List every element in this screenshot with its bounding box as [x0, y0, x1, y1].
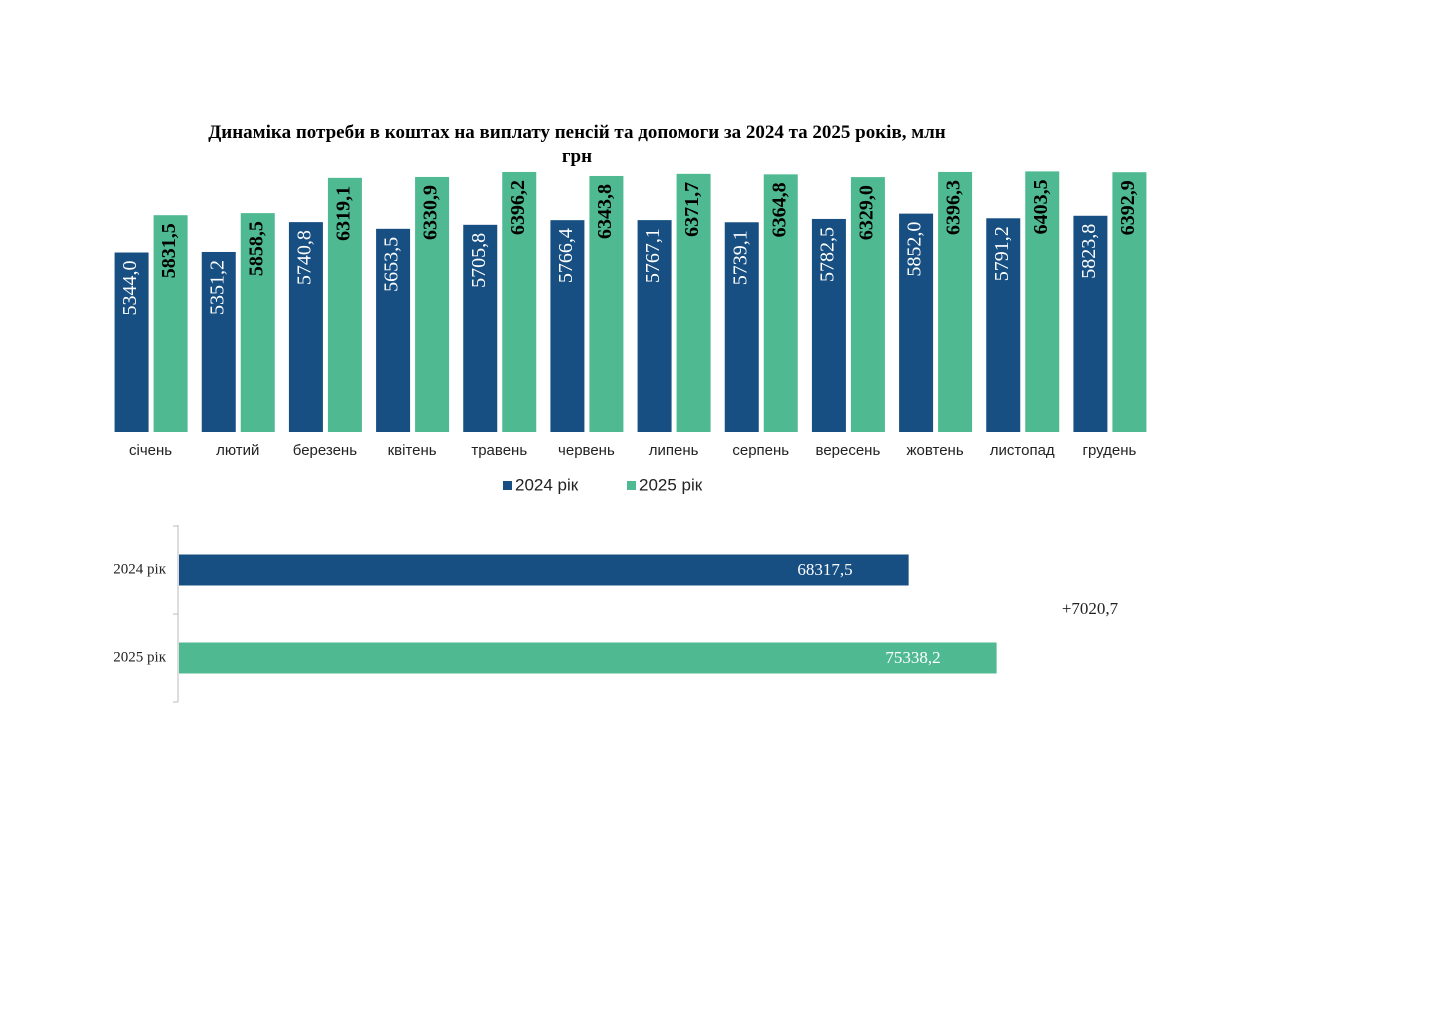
- bar: [463, 224, 498, 432]
- annotation: +7020,7: [1062, 599, 1119, 618]
- x-tick-label: жовтень: [906, 442, 963, 459]
- bar: [240, 213, 275, 432]
- bar: [938, 171, 973, 432]
- data-label: 5823,8: [1078, 224, 1100, 279]
- x-tick-label: грудень: [1082, 442, 1136, 459]
- data-label: 6371,7: [681, 182, 703, 237]
- y-tick-label: 2025 рік: [113, 649, 166, 665]
- data-label: 68317,5: [797, 560, 852, 579]
- legend-swatch: [503, 481, 512, 490]
- x-tick-label: червень: [558, 442, 615, 459]
- bar: [550, 220, 585, 432]
- bar: [179, 554, 909, 586]
- bar: [153, 215, 188, 432]
- data-label: 5351,2: [206, 260, 228, 315]
- bar: [201, 251, 236, 432]
- x-tick-label: вересень: [816, 442, 881, 459]
- data-label: 6396,2: [507, 180, 529, 235]
- data-label: 5739,1: [729, 230, 751, 285]
- bar: [327, 177, 362, 432]
- bar: [986, 218, 1021, 432]
- x-tick-label: листопад: [990, 442, 1055, 459]
- x-tick-label: липень: [649, 442, 699, 459]
- bar: [811, 218, 846, 432]
- data-label: 6343,8: [594, 184, 616, 239]
- bar: [1073, 215, 1108, 432]
- bar: [114, 252, 149, 432]
- legend-swatch: [627, 481, 636, 490]
- data-label: 5782,5: [817, 227, 839, 282]
- bar: [179, 642, 997, 674]
- bar: [502, 171, 537, 432]
- x-tick-label: серпень: [732, 442, 789, 459]
- bar: [676, 173, 711, 433]
- data-label: 6329,0: [856, 185, 878, 240]
- bar: [589, 175, 624, 433]
- bar: [1112, 172, 1147, 432]
- data-label: 6396,3: [943, 180, 965, 235]
- data-label: 5852,0: [904, 222, 926, 277]
- legend-label: 2025 рік: [639, 475, 703, 494]
- bar: [376, 228, 411, 432]
- bar: [850, 177, 885, 432]
- x-tick-label: лютий: [216, 442, 259, 459]
- x-tick-label: квітень: [388, 442, 437, 459]
- x-tick-label: березень: [293, 442, 357, 459]
- data-label: 5766,4: [555, 228, 577, 283]
- data-label: 6330,9: [420, 185, 442, 240]
- data-label: 6403,5: [1030, 179, 1052, 234]
- chart-title: Динаміка потреби в коштах на виплату пен…: [208, 122, 946, 167]
- bar: [724, 222, 759, 432]
- bar: [763, 174, 798, 432]
- data-label: 5858,5: [245, 221, 267, 276]
- bar: [288, 222, 323, 432]
- bar: [415, 176, 450, 432]
- data-label: 5791,2: [991, 226, 1013, 281]
- data-label: 6364,8: [768, 182, 790, 237]
- data-label: 5344,0: [119, 261, 141, 316]
- data-label: 6319,1: [333, 186, 355, 241]
- data-label: 5705,8: [468, 233, 490, 288]
- data-label: 5740,8: [294, 230, 316, 285]
- bar: [637, 220, 672, 432]
- x-tick-label: січень: [129, 442, 172, 459]
- data-label: 75338,2: [885, 648, 940, 667]
- x-tick-label: травень: [471, 442, 527, 459]
- legend-label: 2024 рік: [515, 475, 579, 494]
- data-label: 5653,5: [381, 237, 403, 292]
- data-label: 5831,5: [158, 223, 180, 278]
- bar: [899, 213, 934, 432]
- data-label: 6392,9: [1117, 180, 1139, 235]
- y-tick-label: 2024 рік: [113, 561, 166, 577]
- bar: [1025, 171, 1060, 432]
- data-label: 5767,1: [642, 228, 664, 283]
